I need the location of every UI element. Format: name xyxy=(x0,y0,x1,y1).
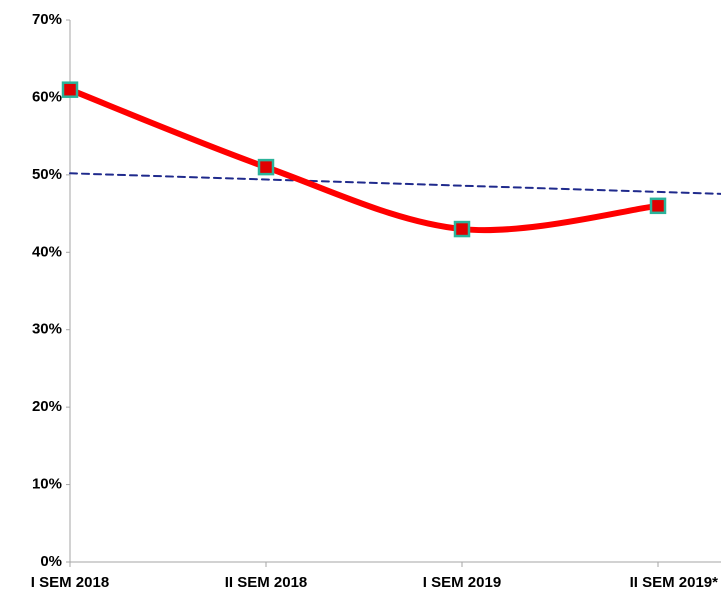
marker xyxy=(257,158,275,176)
trend-line xyxy=(69,172,721,195)
y-tick-label: 70% xyxy=(32,11,62,28)
x-tick-label: II SEM 2018 xyxy=(225,574,308,591)
y-tick-label: 10% xyxy=(32,476,62,493)
x-tick-label: I SEM 2018 xyxy=(31,574,109,591)
line xyxy=(67,86,661,234)
y-tick-label: 0% xyxy=(40,553,62,570)
x-tick-label: II SEM 2019* xyxy=(630,574,719,591)
marker xyxy=(649,197,667,215)
y-tick-label: 20% xyxy=(32,398,62,415)
marker xyxy=(453,220,471,238)
x-tick-label: I SEM 2019 xyxy=(423,574,501,591)
y-tick-label: 40% xyxy=(32,243,62,260)
y-tick-label: 60% xyxy=(32,88,62,105)
y-tick-label: 50% xyxy=(32,166,62,183)
y-tick-label: 30% xyxy=(32,321,62,338)
marker xyxy=(61,81,79,98)
